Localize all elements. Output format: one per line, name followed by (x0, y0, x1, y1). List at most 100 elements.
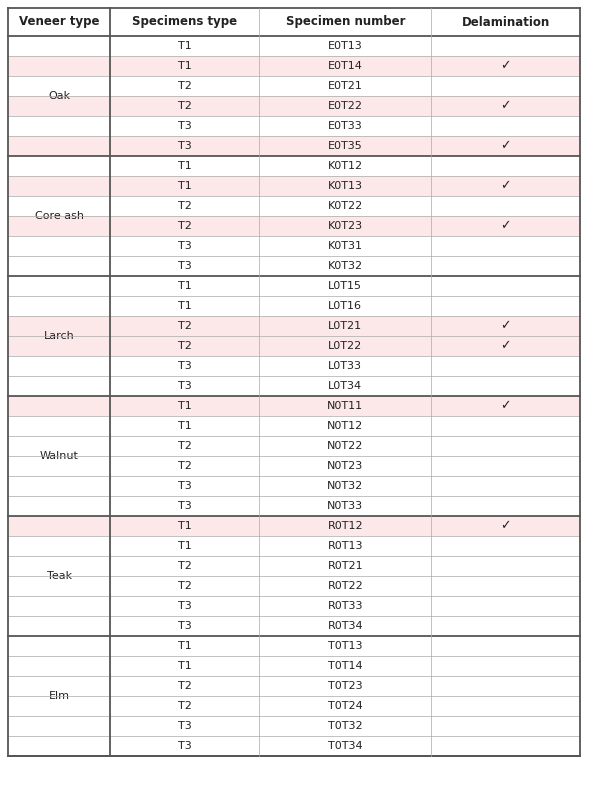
Bar (431, 496, 580, 516)
Text: Veneer type: Veneer type (19, 16, 100, 29)
Bar (8, 316, 110, 336)
Text: T1: T1 (178, 41, 191, 51)
Text: ✓: ✓ (500, 59, 511, 73)
Text: N0T23: N0T23 (327, 461, 364, 471)
Text: Walnut: Walnut (40, 451, 79, 461)
Bar (110, 36, 259, 56)
Bar (431, 236, 580, 256)
Text: T3: T3 (178, 361, 191, 371)
Bar (110, 196, 259, 216)
Text: R0T12: R0T12 (328, 521, 363, 531)
Text: T1: T1 (178, 181, 191, 191)
Text: E0T35: E0T35 (328, 141, 362, 151)
Text: L0T34: L0T34 (328, 381, 362, 391)
Text: N0T32: N0T32 (327, 481, 364, 491)
Text: N0T22: N0T22 (327, 441, 364, 451)
Bar (431, 536, 580, 556)
Bar (8, 556, 110, 576)
Bar (431, 436, 580, 456)
Bar (431, 376, 580, 396)
Bar (259, 396, 431, 416)
Bar (110, 256, 259, 276)
Bar (431, 156, 580, 176)
Bar (110, 236, 259, 256)
Bar (110, 736, 259, 756)
Text: N0T33: N0T33 (327, 501, 364, 511)
Bar (431, 676, 580, 696)
Bar (8, 476, 110, 496)
Bar (259, 56, 431, 76)
Text: T0T24: T0T24 (328, 701, 362, 711)
Bar (259, 196, 431, 216)
Text: T2: T2 (178, 701, 191, 711)
Bar (259, 416, 431, 436)
Text: N0T11: N0T11 (327, 401, 364, 411)
Text: L0T21: L0T21 (328, 321, 362, 331)
Bar (259, 116, 431, 136)
Text: K0T23: K0T23 (328, 221, 363, 231)
Bar (431, 576, 580, 596)
Bar (259, 236, 431, 256)
Text: T3: T3 (178, 141, 191, 151)
Bar (431, 276, 580, 296)
Bar (110, 696, 259, 716)
Text: T1: T1 (178, 521, 191, 531)
Bar (110, 8, 259, 36)
Text: E0T21: E0T21 (328, 81, 362, 91)
Text: ✓: ✓ (500, 219, 511, 233)
Text: T2: T2 (178, 441, 191, 451)
Bar (431, 356, 580, 376)
Bar (110, 216, 259, 236)
Bar (8, 216, 110, 236)
Text: K0T31: K0T31 (328, 241, 363, 251)
Text: K0T13: K0T13 (328, 181, 363, 191)
Text: N0T12: N0T12 (327, 421, 364, 431)
Text: T2: T2 (178, 561, 191, 571)
Bar (8, 636, 110, 656)
Text: Specimen number: Specimen number (286, 16, 405, 29)
Bar (8, 616, 110, 636)
Bar (8, 416, 110, 436)
Bar (110, 296, 259, 316)
Bar (110, 56, 259, 76)
Text: T2: T2 (178, 581, 191, 591)
Bar (8, 96, 110, 116)
Bar (259, 636, 431, 656)
Text: T2: T2 (178, 341, 191, 351)
Bar (259, 676, 431, 696)
Bar (8, 656, 110, 676)
Text: T2: T2 (178, 81, 191, 91)
Bar (110, 516, 259, 536)
Bar (259, 536, 431, 556)
Text: T2: T2 (178, 681, 191, 691)
Bar (8, 336, 110, 356)
Bar (8, 256, 110, 276)
Bar (110, 396, 259, 416)
Text: T0T14: T0T14 (328, 661, 362, 671)
Text: ✓: ✓ (500, 520, 511, 532)
Bar (8, 456, 110, 476)
Bar (110, 276, 259, 296)
Bar (431, 716, 580, 736)
Text: T0T13: T0T13 (328, 641, 362, 651)
Bar (431, 696, 580, 716)
Text: K0T12: K0T12 (328, 161, 363, 171)
Text: Larch: Larch (44, 331, 74, 341)
Text: K0T22: K0T22 (328, 201, 363, 211)
Bar (431, 176, 580, 196)
Text: R0T34: R0T34 (328, 621, 363, 631)
Bar (110, 76, 259, 96)
Bar (431, 296, 580, 316)
Bar (431, 196, 580, 216)
Text: L0T22: L0T22 (328, 341, 362, 351)
Bar (259, 356, 431, 376)
Text: T1: T1 (178, 421, 191, 431)
Text: K0T32: K0T32 (328, 261, 363, 271)
Text: Oak: Oak (48, 91, 70, 101)
Bar (110, 556, 259, 576)
Bar (110, 636, 259, 656)
Text: L0T15: L0T15 (328, 281, 362, 291)
Bar (259, 156, 431, 176)
Text: T3: T3 (178, 481, 191, 491)
Bar (431, 136, 580, 156)
